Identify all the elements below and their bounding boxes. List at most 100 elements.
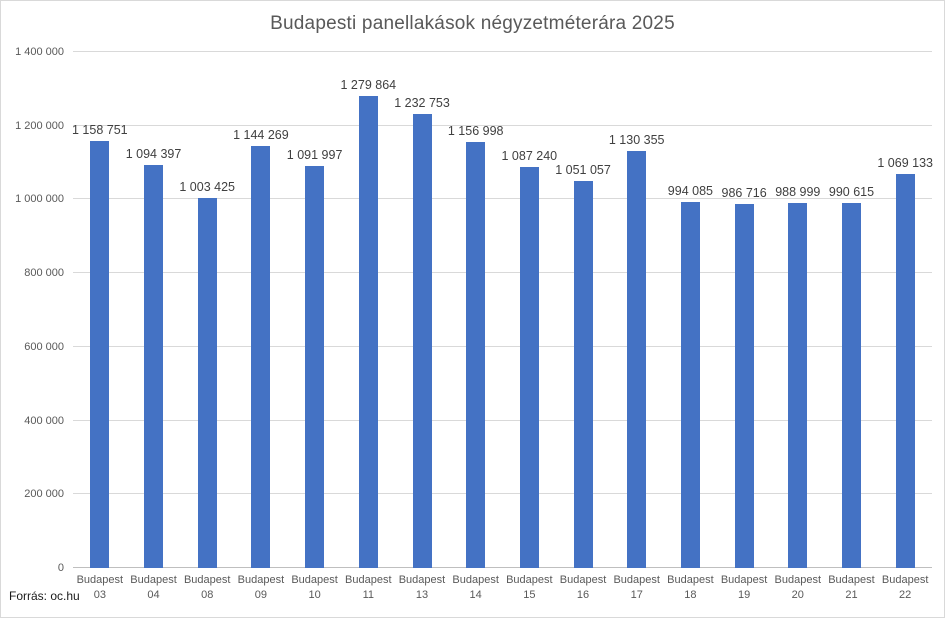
bar-budapest-03 (90, 141, 110, 568)
data-label: 1 094 397 (125, 147, 182, 161)
x-tick-line2: 19 (737, 589, 751, 601)
y-tick-label: 1 400 000 (15, 46, 64, 58)
x-tick-line1: Budapest (345, 574, 392, 586)
x-tick-line1: Budapest (613, 574, 660, 586)
x-tick-line1: Budapest (667, 574, 714, 586)
x-tick-label: Budapest 16 (556, 573, 610, 603)
x-tick-label: Budapest 10 (288, 573, 342, 603)
y-tick-label: 200 000 (24, 488, 64, 500)
data-label: 1 003 425 (179, 180, 235, 194)
bar-budapest-20 (788, 203, 808, 568)
gridline (73, 493, 932, 494)
data-label: 988 999 (775, 185, 821, 199)
y-tick-label: 600 000 (24, 341, 64, 353)
source-note: Forrás: oc.hu (9, 589, 80, 603)
x-tick-label: Budapest 20 (771, 573, 825, 603)
x-tick-label: Budapest 11 (341, 573, 395, 603)
x-tick-line1: Budapest (237, 574, 285, 586)
bar-budapest-11 (358, 96, 378, 568)
y-tick-label: 400 000 (24, 415, 64, 427)
bar-budapest-18 (680, 202, 700, 568)
x-tick-label: Budapest 13 (395, 573, 449, 603)
gridline (73, 125, 932, 126)
data-label: 1 069 133 (877, 156, 933, 170)
bar-budapest-16 (573, 181, 593, 568)
x-tick-line2: 14 (469, 589, 482, 601)
x-tick-line1: Budapest (291, 574, 338, 586)
x-tick-line1: Budapest (881, 574, 929, 586)
y-tick-label: 1 000 000 (15, 193, 64, 205)
x-axis: Budapest 03 Budapest 04 Budapest 08 Budapest 09… (73, 573, 932, 603)
x-tick-line2: 10 (308, 589, 321, 601)
data-label: 1 144 269 (233, 128, 289, 142)
gridline (73, 51, 932, 52)
data-label: 1 158 751 (71, 123, 128, 137)
gridline (73, 346, 932, 347)
x-tick-line2: 11 (362, 589, 374, 601)
bar-budapest-19 (734, 204, 754, 568)
x-tick-line2: 20 (791, 589, 804, 601)
bar-budapest-21 (842, 203, 861, 568)
x-tick-label: Budapest 17 (610, 573, 664, 603)
x-axis-line (73, 567, 932, 568)
x-tick-line2: 22 (899, 589, 912, 601)
x-tick-line2: 16 (576, 589, 590, 601)
x-tick-line1: Budapest (559, 574, 607, 586)
x-tick-label: Budapest 15 (503, 573, 557, 603)
x-tick-line1: Budapest (183, 574, 231, 586)
x-tick-label: Budapest 18 (664, 573, 718, 603)
bar-budapest-17 (627, 151, 647, 568)
bar-budapest-08 (197, 198, 217, 568)
y-tick-label: 800 000 (24, 267, 64, 279)
x-tick-line1: Budapest (774, 574, 822, 586)
x-tick-label: Budapest 19 (717, 573, 771, 603)
data-label: 1 279 864 (340, 78, 397, 92)
x-tick-line2: 09 (254, 589, 268, 601)
data-label: 986 716 (721, 186, 767, 200)
x-tick-line1: Budapest (452, 574, 499, 586)
bar-budapest-09 (251, 146, 271, 568)
gridline (73, 420, 932, 421)
x-tick-label: Budapest 21 (825, 573, 879, 603)
x-tick-line1: Budapest (398, 574, 446, 586)
x-tick-line1: Budapest (720, 574, 768, 586)
x-tick-line2: 03 (93, 589, 106, 601)
x-tick-line2: 21 (845, 589, 858, 601)
x-tick-line2: 15 (523, 589, 536, 601)
data-label: 994 085 (667, 184, 713, 198)
bar-budapest-10 (305, 166, 325, 568)
x-tick-label: Budapest 04 (127, 573, 181, 603)
x-tick-line2: 18 (684, 589, 697, 601)
x-tick-label: Budapest 03 (73, 573, 127, 603)
bar-budapest-22 (895, 174, 915, 568)
gridline (73, 272, 932, 273)
bar-budapest-04 (144, 165, 163, 568)
x-tick-label: Budapest 14 (449, 573, 503, 603)
data-label: 1 087 240 (501, 149, 558, 163)
x-tick-label: Budapest 08 (180, 573, 234, 603)
bar-budapest-13 (412, 114, 432, 568)
y-tick-label: 1 200 000 (15, 120, 64, 132)
x-tick-line2: 17 (630, 589, 643, 601)
data-label: 990 615 (828, 185, 875, 199)
x-tick-label: Budapest 09 (234, 573, 288, 603)
data-label: 1 156 998 (447, 124, 504, 138)
x-tick-line2: 13 (415, 589, 429, 601)
bar-budapest-15 (519, 167, 539, 568)
x-tick-label: Budapest 22 (878, 573, 932, 603)
x-tick-line1: Budapest (828, 574, 875, 586)
data-label: 1 091 997 (286, 148, 343, 162)
data-label: 1 130 355 (608, 133, 665, 147)
plot-area: 1 158 751 1 094 397 1 003 425 1 144 269 1 09… (71, 51, 933, 568)
x-tick-line1: Budapest (130, 574, 177, 586)
x-tick-line1: Budapest (506, 574, 553, 586)
data-label: 1 051 057 (555, 163, 611, 177)
gridline (73, 198, 932, 199)
x-tick-line1: Budapest (76, 574, 124, 586)
x-tick-line2: 04 (147, 589, 160, 601)
bar-budapest-14 (466, 142, 486, 568)
y-axis: 0 200 000 400 000 600 000 800 000 1 000 000 1 … (1, 46, 64, 574)
x-tick-line2: 08 (201, 589, 214, 601)
data-label: 1 232 753 (394, 96, 450, 110)
